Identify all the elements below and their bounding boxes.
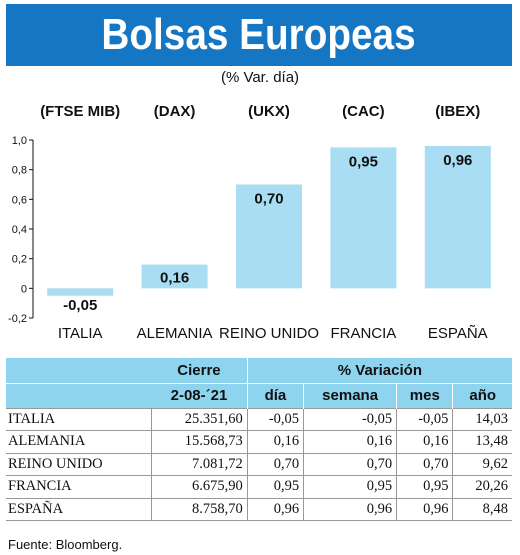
- source-note: Fuente: Bloomberg.: [8, 537, 123, 552]
- row-dia: 0,96: [246, 497, 304, 521]
- row-mes: 0,16: [396, 430, 453, 453]
- index-label: (CAC): [342, 103, 385, 120]
- table-row: ALEMANIA 15.568,73 0,16 0,16 0,16 13,48: [6, 430, 512, 453]
- row-mes: 0,95: [396, 475, 453, 498]
- row-semana: 0,16: [303, 430, 397, 453]
- table-row: FRANCIA 6.675,90 0,95 0,95 0,95 20,26: [6, 475, 512, 498]
- data-table-wrapper: Cierre % Variación 2-08-´21 día semana m…: [6, 358, 512, 521]
- row-dia: 0,95: [246, 475, 304, 498]
- header-empty: [6, 358, 152, 384]
- category-label: FRANCIA: [330, 325, 396, 342]
- y-tick-label: 0,2: [12, 254, 27, 266]
- bar: [330, 147, 397, 289]
- header-date: 2-08-´21: [151, 383, 248, 408]
- y-tick-label: 0,4: [12, 224, 27, 236]
- row-dia: 0,16: [246, 430, 304, 453]
- bar: [47, 288, 114, 296]
- row-cierre: 6.675,90: [150, 475, 248, 498]
- table-row: ITALIA 25.351,60 -0,05 -0,05 -0,05 14,03: [6, 407, 512, 431]
- row-cierre: 15.568,73: [150, 430, 248, 453]
- row-anio: 13,48: [452, 430, 512, 453]
- row-semana: 0,70: [303, 452, 397, 476]
- header-semana: semana: [303, 383, 397, 408]
- row-mes: 0,70: [396, 452, 453, 476]
- index-label: (UKX): [248, 103, 290, 120]
- row-cierre: 7.081,72: [150, 452, 248, 476]
- row-dia: -0,05: [246, 407, 304, 431]
- y-tick-label: -0,2: [8, 313, 27, 325]
- bar: [236, 184, 302, 289]
- header-empty-2: [6, 383, 152, 408]
- data-label: 0,95: [349, 153, 378, 170]
- row-cierre: 25.351,60: [150, 407, 248, 431]
- row-semana: -0,05: [303, 407, 397, 431]
- page-title: Bolsas Europeas: [101, 10, 417, 59]
- header-variacion: % Variación: [246, 358, 512, 384]
- row-semana: 0,95: [303, 475, 397, 498]
- row-name: ALEMANIA: [6, 430, 152, 453]
- row-dia: 0,70: [246, 452, 304, 476]
- header-dia: día: [246, 383, 304, 408]
- row-name: REINO UNIDO: [6, 452, 152, 476]
- data-label: 0,96: [443, 152, 472, 169]
- bar-chart: -0,2 0 0,2 0,4 0,6 0,8 1,0 (FTSE MIB) -0,05 ITALI…: [8, 103, 491, 342]
- row-anio: 8,48: [452, 497, 512, 521]
- header-mes: mes: [396, 383, 453, 408]
- category-label: REINO UNIDO: [219, 325, 319, 342]
- category-label: ESPAÑA: [428, 325, 488, 342]
- row-mes: 0,96: [396, 497, 453, 521]
- y-tick-label: 0,8: [12, 165, 27, 177]
- row-anio: 20,26: [452, 475, 512, 498]
- data-label: -0,05: [63, 297, 97, 314]
- category-label: ALEMANIA: [137, 325, 213, 342]
- index-label: (FTSE MIB): [40, 103, 120, 120]
- row-mes: -0,05: [396, 407, 453, 431]
- bar: [141, 264, 208, 289]
- row-anio: 9,62: [452, 452, 512, 476]
- category-label: ITALIA: [58, 325, 103, 342]
- table-row: REINO UNIDO 7.081,72 0,70 0,70 0,70 9,62: [6, 452, 512, 476]
- row-name: FRANCIA: [6, 475, 152, 498]
- y-tick-label: 1,0: [12, 135, 27, 147]
- title-banner: Bolsas Europeas: [6, 4, 512, 66]
- data-table: Cierre % Variación 2-08-´21 día semana m…: [6, 358, 512, 521]
- header-cierre: Cierre: [151, 358, 248, 384]
- row-semana: 0,96: [303, 497, 397, 521]
- data-label: 0,70: [254, 191, 283, 208]
- chart-subtitle: (% Var. día): [220, 69, 300, 86]
- y-tick-label: 0,6: [12, 194, 27, 206]
- row-anio: 14,03: [452, 407, 512, 431]
- table-row: ESPAÑA 8.758,70 0,96 0,96 0,96 8,48: [6, 497, 512, 521]
- table-header-row-2: 2-08-´21 día semana mes año: [6, 383, 512, 408]
- row-name: ITALIA: [6, 407, 152, 431]
- header-anio: año: [452, 383, 512, 408]
- row-cierre: 8.758,70: [150, 497, 248, 521]
- data-label: 0,16: [160, 269, 189, 286]
- index-label: (IBEX): [435, 103, 480, 120]
- row-name: ESPAÑA: [6, 497, 152, 521]
- y-tick-label: 0: [21, 283, 27, 295]
- index-label: (DAX): [154, 103, 196, 120]
- bar: [424, 145, 491, 289]
- table-header-row-1: Cierre % Variación: [6, 358, 512, 384]
